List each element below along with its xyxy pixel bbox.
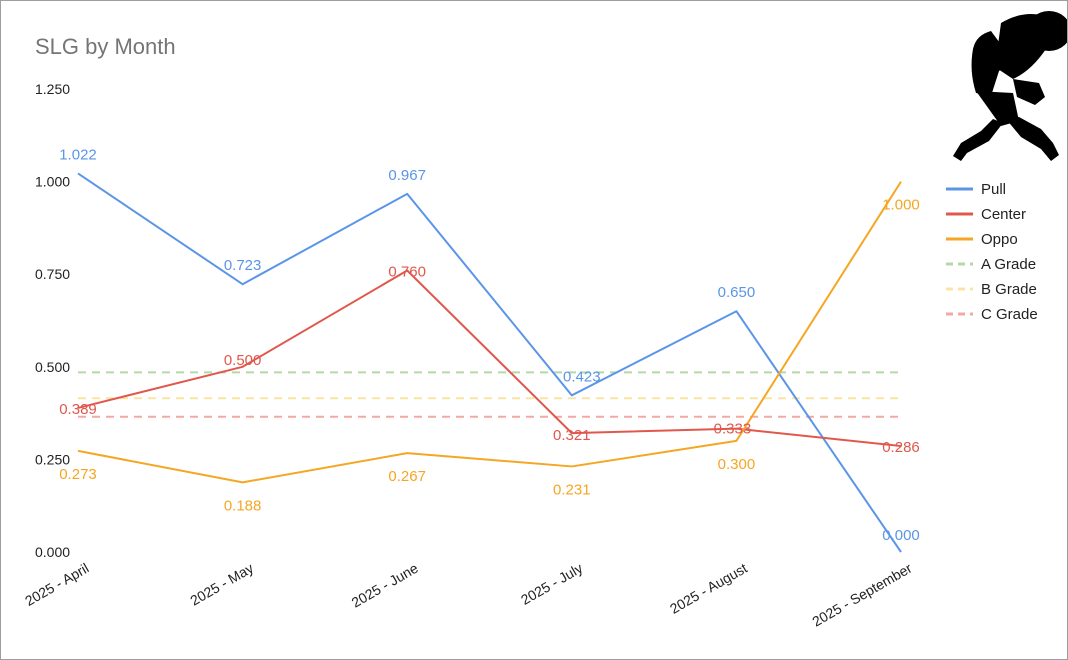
series-lines (77, 172, 902, 553)
x-tick-label: 2025 - August (667, 560, 750, 617)
series-line-oppo (77, 181, 902, 484)
data-label-center: 0.500 (224, 352, 262, 369)
data-label-oppo: 0.267 (388, 468, 426, 485)
x-axis-ticks: 2025 - April 2025 - May 2025 - June 2025 - … (22, 560, 915, 630)
x-tick-label: 2025 - June (349, 560, 421, 611)
data-label-center: 0.389 (59, 401, 97, 418)
legend-label: A Grade (981, 256, 1036, 273)
legend-label: Pull (981, 181, 1006, 198)
data-label-center: 0.321 (553, 427, 591, 444)
x-tick-label: 2025 - May (187, 560, 256, 609)
y-tick-label: 1.000 (35, 174, 70, 190)
legend-label: C Grade (981, 306, 1038, 323)
data-label-pull: 0.650 (718, 284, 756, 301)
x-tick-label: 2025 - April (22, 560, 91, 609)
legend-label: B Grade (981, 281, 1037, 298)
y-tick-label: 0.000 (35, 544, 70, 560)
data-label-pull: 0.000 (882, 527, 920, 544)
y-tick-label: 0.500 (35, 359, 70, 375)
series-line-pull (77, 172, 902, 553)
batter-silhouette-icon (953, 11, 1067, 161)
y-tick-label: 1.250 (35, 81, 70, 97)
y-tick-label: 0.250 (35, 451, 70, 467)
data-label-oppo: 0.188 (224, 497, 262, 514)
legend-label: Oppo (981, 231, 1018, 248)
data-label-pull: 1.022 (59, 146, 97, 163)
data-label-center: 0.333 (714, 421, 752, 438)
data-label-center: 0.760 (388, 263, 426, 280)
data-label-center: 0.286 (882, 439, 920, 456)
x-tick-label: 2025 - September (809, 560, 914, 630)
data-label-pull: 0.723 (224, 257, 262, 274)
legend: Pull Center Oppo A Grade B Grade C Grade (946, 181, 1038, 323)
legend-label: Center (981, 206, 1026, 223)
data-label-pull: 0.423 (563, 368, 601, 385)
data-labels: 1.022 0.723 0.967 0.423 0.650 0.000 0.389 0.500… (59, 146, 920, 544)
data-label-pull: 0.967 (388, 167, 426, 184)
series-line-center (77, 269, 902, 448)
data-label-oppo: 0.231 (553, 481, 591, 498)
data-label-oppo: 0.300 (718, 456, 756, 473)
data-label-oppo: 0.273 (59, 466, 97, 483)
data-label-oppo: 1.000 (882, 197, 920, 214)
y-axis-ticks: 0.000 0.250 0.500 0.750 1.000 1.250 (35, 81, 70, 560)
y-tick-label: 0.750 (35, 266, 70, 282)
x-tick-label: 2025 - July (518, 560, 585, 608)
chart-title: SLG by Month (35, 34, 176, 59)
grade-reference-lines (78, 371, 901, 418)
